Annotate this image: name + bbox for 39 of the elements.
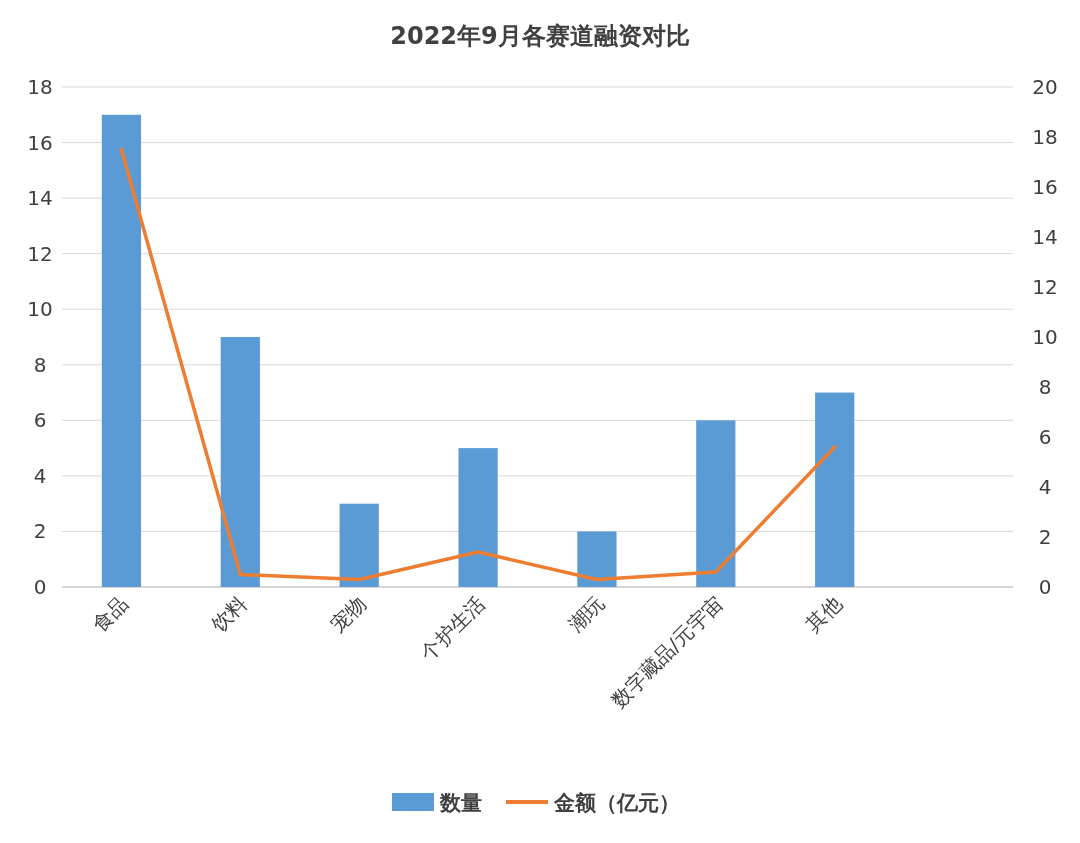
y-tick-label: 4 [33,463,47,488]
y2-tick-label: 12 [1032,275,1058,299]
y-tick-label: 12 [27,241,53,266]
x-tick-label: 潮玩 [563,591,609,637]
y-tick-label: 16 [27,130,53,155]
y-tick-label: 6 [33,408,47,433]
y2-tick-label: 10 [1032,325,1058,349]
line-series [119,147,837,582]
y-tick-label: 14 [27,186,53,211]
legend-label: 数量 [439,791,482,815]
x-tick-label: 个护生活 [416,591,490,666]
x-tick-label: 宠物 [325,591,371,637]
x-tick-label: 饮料 [205,591,252,638]
x-tick-label: 数字藏品/元宇宙 [606,591,728,713]
y2-tick-label: 0 [1038,575,1052,599]
y2-tick-label: 16 [1032,175,1058,199]
bar [458,448,498,587]
chart-title: 2022年9月各赛道融资对比 [390,22,690,50]
y2-tick-label: 2 [1038,525,1052,549]
bar [101,114,142,587]
y2-tick-label: 8 [1038,375,1052,399]
bar [577,531,617,587]
y-tick-label: 2 [33,519,47,544]
y-tick-label: 18 [27,75,53,99]
bar [815,392,855,587]
legend-label: 金额（亿元） [553,791,680,815]
y-tick-label: 8 [33,352,47,377]
y2-tick-label: 20 [1032,75,1058,99]
y-tick-label: 0 [33,575,47,599]
x-tick-label: 食品 [87,591,133,637]
bar [339,503,379,587]
x-tick-label: 其他 [800,591,847,637]
y-tick-label: 10 [27,297,53,322]
y2-tick-label: 18 [1032,125,1058,149]
y2-tick-label: 4 [1038,475,1052,499]
bar [220,337,260,587]
bar [696,420,736,587]
y2-tick-label: 14 [1032,225,1058,249]
y2-tick-label: 6 [1038,425,1052,449]
